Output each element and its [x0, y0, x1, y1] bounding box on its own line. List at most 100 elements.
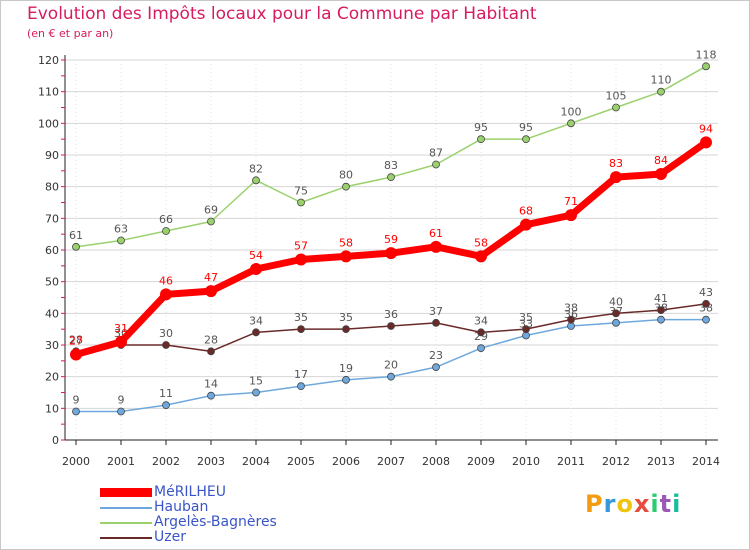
data-point-argeles-bagneres: [567, 119, 575, 128]
data-label-uzer: 34: [249, 314, 263, 327]
x-tick-label: 2008: [422, 455, 450, 468]
logo-letter: o: [616, 490, 634, 518]
y-tick-label: 90: [45, 149, 59, 162]
data-point-hauban: [612, 318, 620, 327]
data-label-uzer: 35: [519, 311, 533, 324]
data-label-argeles-bagneres: 118: [696, 48, 717, 61]
data-label-hauban: 11: [159, 387, 173, 400]
data-point-argeles-bagneres: [162, 227, 170, 235]
data-point-argeles-bagneres: [72, 242, 80, 251]
data-point-argeles-bagneres: [297, 198, 305, 207]
legend-label: Hauban: [154, 499, 209, 515]
data-label-argeles-bagneres: 61: [69, 229, 83, 242]
data-point-hauban: [252, 388, 260, 397]
x-tick-label: 2003: [197, 455, 225, 468]
x-tick-label: 2006: [332, 455, 360, 468]
data-point-uzer: [162, 341, 170, 349]
data-point-merilheu: [475, 250, 487, 263]
data-point-uzer: [252, 328, 260, 337]
data-point-argeles-bagneres: [117, 236, 125, 245]
data-point-hauban: [117, 407, 125, 416]
data-label-uzer: 37: [429, 305, 443, 318]
legend-swatch: [100, 485, 152, 500]
legend: MéRILHEU Hauban Argelès-Bagnères Uzer: [100, 484, 400, 545]
data-label-argeles-bagneres: 82: [249, 162, 263, 175]
x-tick-label: 2005: [287, 455, 315, 468]
data-point-hauban: [72, 407, 80, 416]
data-label-merilheu: 61: [429, 227, 443, 240]
x-tick-label: 2009: [467, 455, 495, 468]
data-label-hauban: 33: [519, 318, 533, 331]
data-point-argeles-bagneres: [207, 217, 215, 226]
data-label-argeles-bagneres: 66: [159, 213, 173, 226]
proxiti-logo: Proxiti: [585, 490, 681, 518]
data-label-merilheu: 84: [654, 154, 668, 167]
data-point-merilheu: [340, 250, 352, 263]
legend-swatch: [100, 530, 152, 545]
data-label-hauban: 36: [564, 308, 578, 321]
data-point-hauban: [387, 372, 395, 381]
logo-letter: t: [659, 490, 673, 518]
data-label-argeles-bagneres: 75: [294, 185, 308, 198]
y-tick-label: 40: [45, 307, 59, 320]
data-point-merilheu: [295, 253, 307, 266]
y-tick-label: 20: [45, 371, 59, 384]
data-label-merilheu: 83: [609, 157, 623, 170]
data-point-uzer: [477, 328, 485, 337]
data-label-argeles-bagneres: 83: [384, 159, 398, 172]
data-label-uzer: 28: [69, 333, 83, 346]
data-label-merilheu: 46: [159, 274, 173, 287]
x-tick-label: 2004: [242, 455, 270, 468]
chart-title: Evolution des Impôts locaux pour la Comm…: [27, 4, 537, 24]
legend-item-argeles-bagneres: Argelès-Bagnères: [100, 514, 400, 530]
x-tick-label: 2000: [62, 455, 90, 468]
y-tick-label: 0: [52, 434, 59, 447]
data-point-argeles-bagneres: [612, 103, 620, 112]
data-point-uzer: [657, 306, 665, 315]
data-point-hauban: [657, 315, 665, 324]
y-tick-label: 50: [45, 276, 59, 289]
data-label-uzer: 43: [699, 286, 713, 299]
y-tick-label: 70: [45, 212, 59, 225]
data-point-merilheu: [115, 335, 127, 348]
data-label-merilheu: 47: [204, 271, 218, 284]
data-label-merilheu: 58: [339, 236, 353, 249]
data-point-merilheu: [70, 348, 82, 361]
data-point-hauban: [297, 382, 305, 391]
data-label-argeles-bagneres: 105: [606, 90, 627, 103]
legend-label: Argelès-Bagnères: [154, 514, 277, 530]
data-point-argeles-bagneres: [522, 135, 530, 144]
y-tick-label: 100: [38, 117, 59, 130]
data-point-merilheu: [565, 209, 577, 222]
data-point-hauban: [207, 391, 215, 400]
data-label-uzer: 41: [654, 292, 668, 305]
data-label-hauban: 15: [249, 375, 263, 388]
logo-letter: x: [633, 490, 651, 518]
y-tick-label: 80: [45, 181, 59, 194]
legend-swatch: [100, 515, 152, 530]
data-point-argeles-bagneres: [702, 62, 710, 71]
data-point-merilheu: [430, 240, 442, 253]
data-point-merilheu: [205, 285, 217, 298]
data-point-merilheu: [250, 263, 262, 275]
data-label-merilheu: 68: [519, 205, 533, 218]
data-label-argeles-bagneres: 95: [519, 121, 533, 134]
data-point-merilheu: [385, 247, 397, 260]
data-label-merilheu: 58: [474, 236, 488, 249]
data-point-argeles-bagneres: [342, 182, 350, 191]
x-tick-label: 2012: [602, 455, 630, 468]
data-point-uzer: [387, 322, 395, 330]
y-tick-label: 30: [45, 339, 59, 352]
data-label-merilheu: 31: [114, 322, 128, 335]
data-point-uzer: [297, 325, 305, 334]
data-point-argeles-bagneres: [657, 87, 665, 96]
data-point-uzer: [567, 315, 575, 324]
x-tick-label: 2002: [152, 455, 180, 468]
data-point-argeles-bagneres: [477, 135, 485, 144]
x-tick-label: 2013: [647, 455, 675, 468]
data-point-uzer: [702, 299, 710, 308]
data-label-argeles-bagneres: 110: [651, 74, 672, 87]
x-tick-label: 2011: [557, 455, 585, 468]
data-label-hauban: 9: [118, 394, 125, 407]
